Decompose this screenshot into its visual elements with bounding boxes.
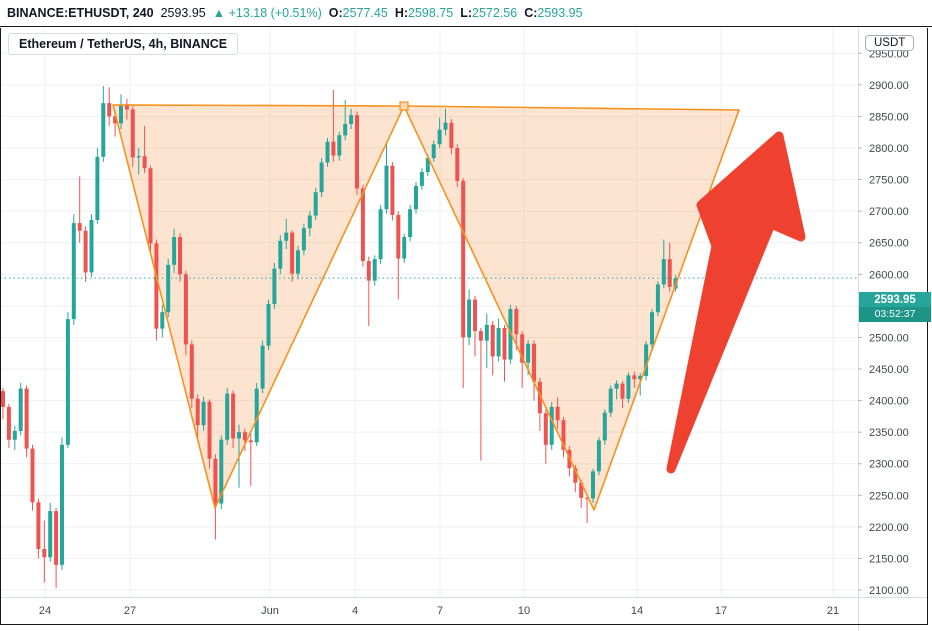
currency-unit-badge[interactable]: USDT xyxy=(865,35,915,51)
high-label: H: xyxy=(394,6,409,20)
up-triangle-icon: ▲ xyxy=(212,6,226,20)
open-value: O:2577.45 xyxy=(329,6,388,20)
close-label: C: xyxy=(524,6,538,20)
svg-text:2400.00: 2400.00 xyxy=(869,396,909,408)
low-label: L: xyxy=(460,6,473,20)
svg-text:17: 17 xyxy=(715,605,727,617)
bar-countdown: 03:52:37 xyxy=(859,307,931,323)
svg-text:2600.00: 2600.00 xyxy=(869,269,909,281)
low-number: 2572.56 xyxy=(472,6,518,20)
svg-text:2500.00: 2500.00 xyxy=(869,332,909,344)
chart-area[interactable]: 2950.00 2900.00 2850.00 2800.00 2750.00 2700.… xyxy=(0,28,932,631)
change-text: +13.18 (+0.51%) xyxy=(228,6,322,20)
chart-legend[interactable]: Ethereum / TetherUS, 4h, BINANCE xyxy=(8,33,239,55)
current-price-label: 2593.95 03:52:37 xyxy=(859,292,931,323)
svg-text:Jun: Jun xyxy=(261,605,279,617)
svg-text:2450.00: 2450.00 xyxy=(869,364,909,376)
pattern-fill[interactable] xyxy=(113,105,739,510)
svg-text:2250.00: 2250.00 xyxy=(869,490,909,502)
open-label: O: xyxy=(328,6,343,20)
open-number: 2577.45 xyxy=(342,6,388,20)
svg-text:2750.00: 2750.00 xyxy=(869,175,909,187)
high-value: H:2598.75 xyxy=(395,6,453,20)
svg-text:2350.00: 2350.00 xyxy=(869,427,909,439)
svg-text:2200.00: 2200.00 xyxy=(869,522,909,534)
svg-text:2650.00: 2650.00 xyxy=(869,238,909,250)
last-price: 2593.95 xyxy=(160,6,206,20)
price-gridlines xyxy=(0,52,858,591)
price-axis-labels[interactable]: 2950.00 2900.00 2850.00 2800.00 2750.00 2700.… xyxy=(869,48,909,597)
svg-text:4: 4 xyxy=(352,605,358,617)
symbol-name[interactable]: BINANCE:ETHUSDT, 240 xyxy=(7,6,154,20)
svg-text:2150.00: 2150.00 xyxy=(869,553,909,565)
low-value: L:2572.56 xyxy=(460,6,517,20)
svg-text:24: 24 xyxy=(39,605,51,617)
symbol-info-bar: BINANCE:ETHUSDT, 240 2593.95 ▲ +13.18 (+… xyxy=(0,0,932,27)
high-number: 2598.75 xyxy=(408,6,454,20)
pattern-outline[interactable] xyxy=(112,101,740,511)
svg-text:21: 21 xyxy=(827,605,839,617)
chart-canvas[interactable]: 2950.00 2900.00 2850.00 2800.00 2750.00 2700.… xyxy=(0,28,932,631)
svg-text:2300.00: 2300.00 xyxy=(869,459,909,471)
close-value: C:2593.95 xyxy=(524,6,582,20)
close-number: 2593.95 xyxy=(537,6,583,20)
svg-text:2700.00: 2700.00 xyxy=(869,206,909,218)
svg-text:10: 10 xyxy=(518,605,530,617)
current-price-value: 2593.95 xyxy=(874,294,916,307)
pattern-handle[interactable] xyxy=(399,101,409,111)
svg-text:27: 27 xyxy=(124,605,136,617)
time-axis-labels[interactable]: 24 27 Jun 4 7 10 14 17 21 xyxy=(39,605,839,617)
price-axis-tickmarks xyxy=(858,52,862,591)
svg-text:14: 14 xyxy=(631,605,643,617)
time-gridlines xyxy=(44,28,834,597)
svg-text:2100.00: 2100.00 xyxy=(869,585,909,597)
bullish-arrow[interactable] xyxy=(666,131,806,474)
svg-text:2950.00: 2950.00 xyxy=(869,48,909,60)
svg-text:2800.00: 2800.00 xyxy=(869,143,909,155)
svg-text:2900.00: 2900.00 xyxy=(869,80,909,92)
svg-text:2850.00: 2850.00 xyxy=(869,111,909,123)
price-change: ▲ +13.18 (+0.51%) xyxy=(213,6,322,20)
svg-text:7: 7 xyxy=(437,605,443,617)
candles xyxy=(1,86,678,589)
